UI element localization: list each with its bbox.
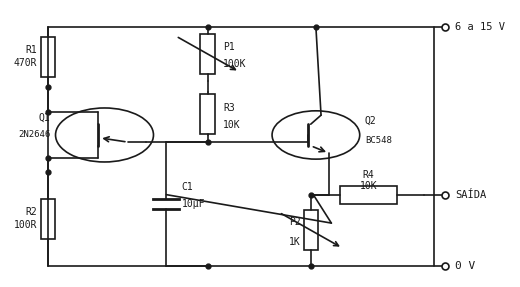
Bar [41, 199, 55, 239]
Text: C1: C1 [182, 182, 193, 192]
Text: 10K: 10K [223, 120, 241, 130]
Bar [304, 210, 318, 250]
Text: R3: R3 [223, 103, 235, 113]
Text: 1K: 1K [289, 236, 301, 247]
Text: P2: P2 [289, 217, 301, 227]
Text: SAÍDA: SAÍDA [455, 190, 486, 200]
Text: 2N2646: 2N2646 [18, 131, 50, 139]
Bar [200, 94, 215, 133]
Bar [41, 37, 55, 77]
Text: P1: P1 [223, 42, 235, 52]
Text: R4: R4 [363, 170, 374, 180]
Text: R2
100R: R2 100R [14, 207, 37, 230]
Text: Q2: Q2 [365, 116, 376, 126]
Text: BC548: BC548 [365, 136, 392, 145]
Text: 10μF: 10μF [182, 199, 205, 209]
Text: 6 a 15 V: 6 a 15 V [455, 22, 505, 32]
Text: Q1: Q1 [38, 113, 50, 123]
Text: 10K: 10K [360, 181, 378, 191]
Text: 0 V: 0 V [455, 261, 475, 271]
Bar [341, 186, 397, 204]
Text: R1
470R: R1 470R [14, 45, 37, 68]
Bar [200, 34, 215, 74]
Text: 100K: 100K [223, 59, 246, 69]
